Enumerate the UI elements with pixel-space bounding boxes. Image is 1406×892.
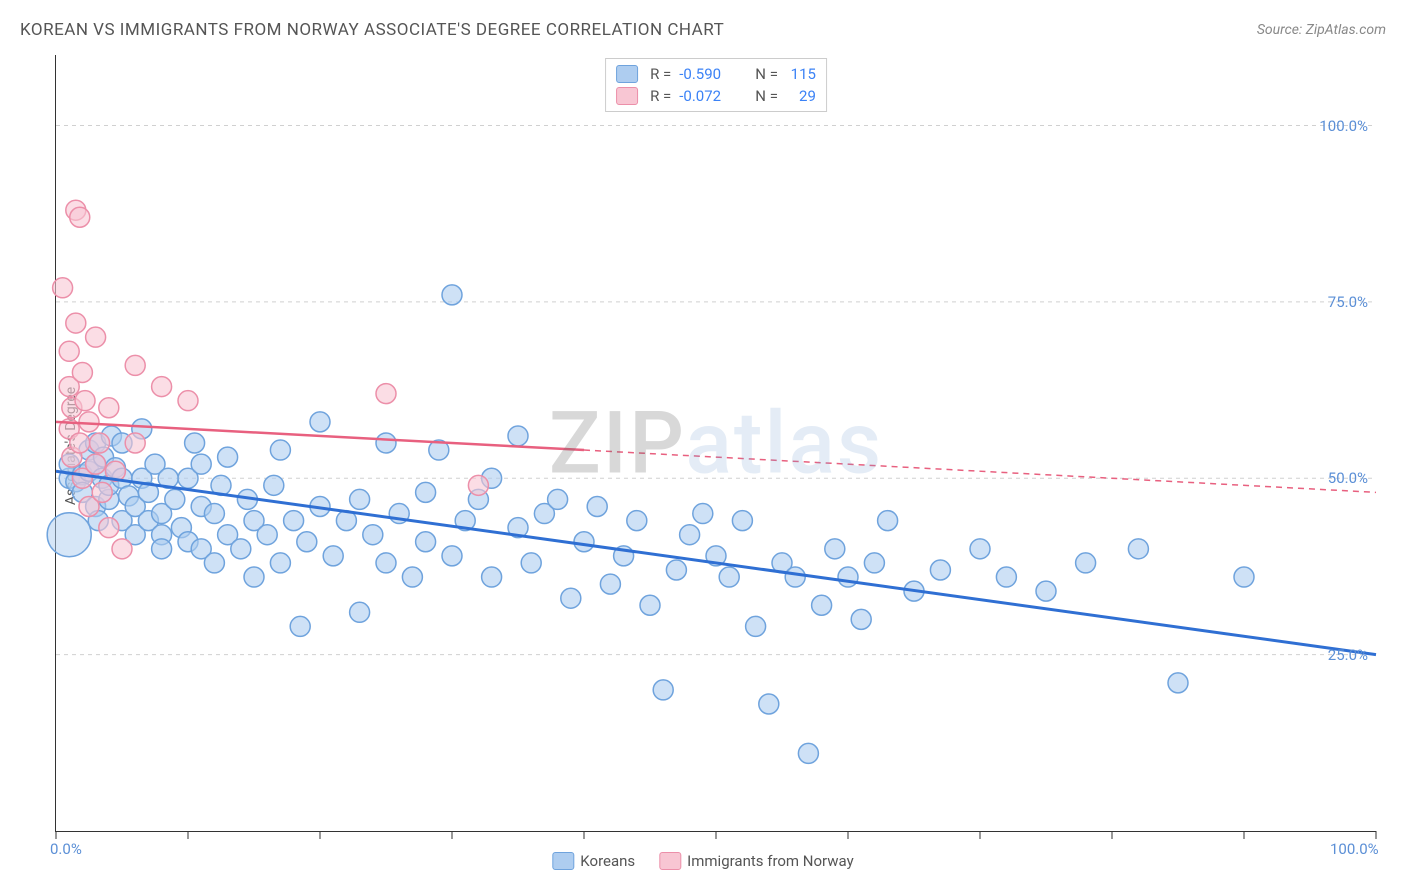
legend-label: Koreans xyxy=(580,852,635,870)
chart-container: KOREAN VS IMMIGRANTS FROM NORWAY ASSOCIA… xyxy=(0,0,1406,892)
r-value-1: -0.590 xyxy=(679,65,735,83)
legend-item: Koreans xyxy=(552,852,635,870)
x-tick-label: 100.0% xyxy=(1330,840,1379,858)
y-tick-label: 100.0% xyxy=(1319,117,1368,135)
n-value-1: 115 xyxy=(786,65,816,83)
y-tick-label: 50.0% xyxy=(1328,469,1368,487)
bottom-legend: Koreans Immigrants from Norway xyxy=(552,852,853,870)
chart-title: KOREAN VS IMMIGRANTS FROM NORWAY ASSOCIA… xyxy=(20,20,724,40)
n-value-2: 29 xyxy=(786,87,816,105)
legend-swatch-2 xyxy=(616,87,638,105)
plot-area: ZIPatlas R = -0.590 N = 115 R = -0.072 N… xyxy=(55,55,1376,832)
correlation-legend: R = -0.590 N = 115 R = -0.072 N = 29 xyxy=(605,58,827,112)
y-tick-label: 25.0% xyxy=(1328,646,1368,664)
source-label: Source: ZipAtlas.com xyxy=(1257,22,1386,38)
title-row: KOREAN VS IMMIGRANTS FROM NORWAY ASSOCIA… xyxy=(20,20,1386,40)
legend-item: Immigrants from Norway xyxy=(659,852,854,870)
x-tick-label: 0.0% xyxy=(50,840,82,858)
legend-row-1: R = -0.590 N = 115 xyxy=(616,63,816,85)
y-tick-label: 75.0% xyxy=(1328,293,1368,311)
legend-label: Immigrants from Norway xyxy=(687,852,854,870)
legend-swatch xyxy=(659,852,681,870)
plot-svg xyxy=(56,55,1376,831)
legend-swatch-1 xyxy=(616,65,638,83)
legend-row-2: R = -0.072 N = 29 xyxy=(616,85,816,107)
r-value-2: -0.072 xyxy=(679,87,735,105)
legend-swatch xyxy=(552,852,574,870)
